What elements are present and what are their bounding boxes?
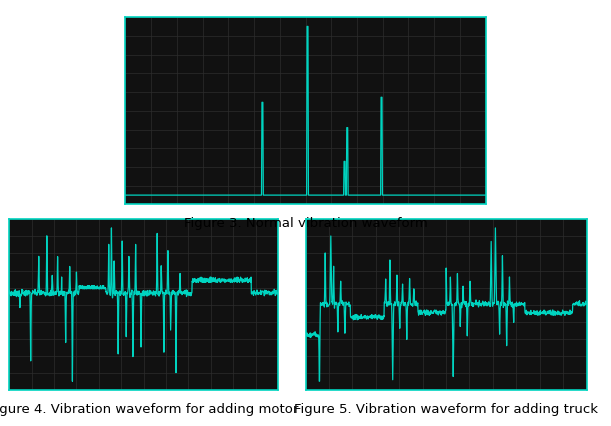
Text: Figure 4. Vibration waveform for adding motor: Figure 4. Vibration waveform for adding … xyxy=(0,403,298,416)
Text: Figure 3. Normal vibration waveform: Figure 3. Normal vibration waveform xyxy=(184,217,427,230)
Text: Figure 5. Vibration waveform for adding truck: Figure 5. Vibration waveform for adding … xyxy=(294,403,598,416)
